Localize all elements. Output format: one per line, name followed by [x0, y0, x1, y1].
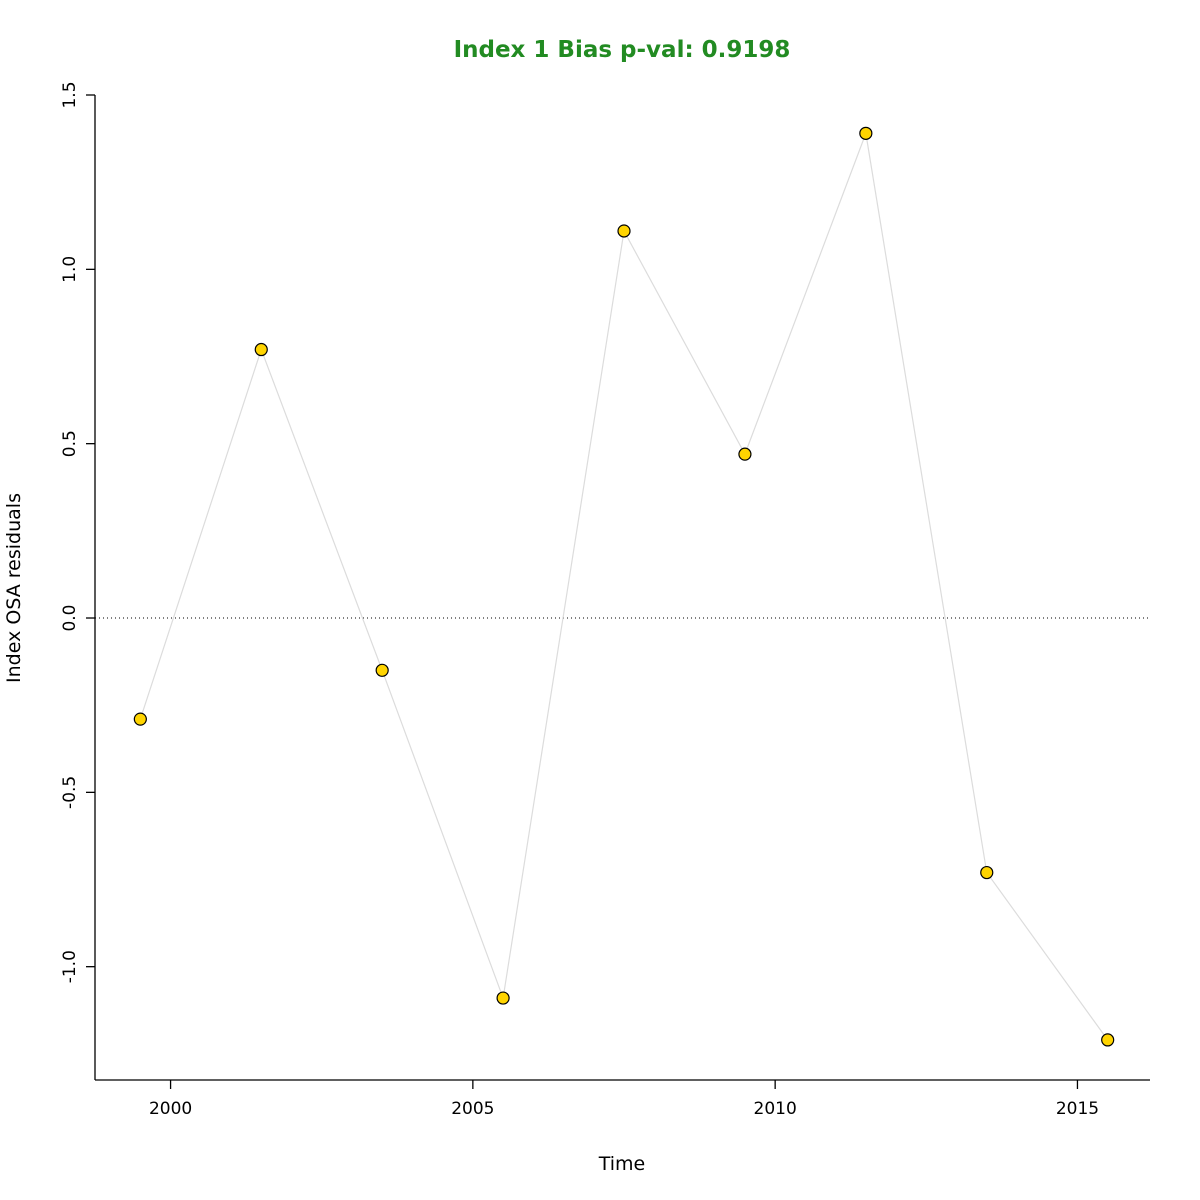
data-point	[1101, 1033, 1115, 1047]
data-point	[980, 865, 994, 880]
data-point	[738, 447, 752, 461]
data-point	[859, 126, 873, 140]
data-point	[133, 712, 147, 726]
y-tick-label: -1.0	[60, 950, 80, 983]
x-axis-title: Time	[598, 1153, 646, 1175]
x-tick-label: 2000	[149, 1099, 192, 1119]
y-tick-label: -0.5	[60, 776, 80, 809]
y-axis-title: Index OSA residuals	[3, 493, 25, 683]
data-point	[375, 663, 389, 677]
chart-title: Index 1 Bias p-val: 0.9198	[454, 37, 791, 63]
y-tick-label: 0.5	[60, 430, 80, 457]
x-tick-label: 2010	[754, 1099, 797, 1119]
series-line	[139, 131, 1109, 1041]
data-point	[496, 991, 510, 1005]
data-point	[254, 342, 268, 357]
x-tick-label: 2015	[1056, 1099, 1099, 1119]
series-polyline	[139, 131, 1109, 1041]
y-tick-label: 0.0	[60, 604, 80, 631]
data-points	[133, 126, 1115, 1047]
x-tick-label: 2005	[451, 1099, 494, 1119]
y-tick-label: 1.5	[60, 81, 80, 108]
x-axis-ticks: 2000 2005 2010 2015	[149, 1080, 1099, 1119]
data-point	[617, 224, 631, 238]
y-tick-label: 1.0	[60, 256, 80, 283]
axes	[94, 95, 1150, 1081]
y-axis-ticks: -1.0 -0.5 0.0 0.5 1.0 1.5	[60, 81, 95, 983]
